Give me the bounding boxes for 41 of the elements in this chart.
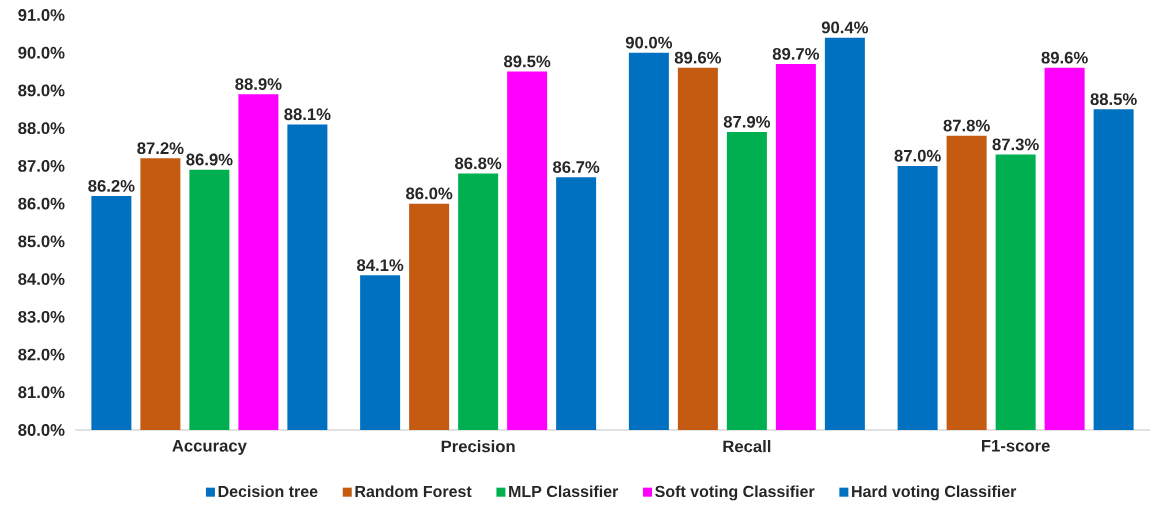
y-tick-label: 84.0% <box>18 273 65 285</box>
y-tick-label: 86.0% <box>18 197 65 210</box>
data-label: 90.4% <box>821 21 869 34</box>
legend-label: MLP Classifier <box>509 485 619 498</box>
legend-label: Random Forest <box>355 485 472 498</box>
y-tick-label: 90.0% <box>18 46 65 59</box>
data-label: 86.7% <box>553 161 600 173</box>
y-tick-label: 85.0% <box>18 235 65 248</box>
data-label: 89.6% <box>674 51 722 64</box>
data-label: 86.0% <box>406 187 453 200</box>
y-tick-label: 83.0% <box>18 310 65 323</box>
data-label: 89.6% <box>1041 51 1088 64</box>
data-label: 90.0% <box>625 36 673 49</box>
x-tick-label: Precision <box>441 440 515 453</box>
y-tick-label: 87.0% <box>18 160 65 172</box>
data-label: 87.9% <box>723 115 771 128</box>
y-tick-label: 80.0% <box>18 424 65 436</box>
legend-label: Decision tree <box>218 485 318 498</box>
data-label: 87.3% <box>992 138 1039 151</box>
data-label: 89.5% <box>504 55 551 68</box>
y-tick-label: 89.0% <box>18 84 65 97</box>
data-label: 84.1% <box>357 259 404 272</box>
x-tick-label: Recall <box>723 440 771 453</box>
data-label: 88.9% <box>235 78 282 90</box>
data-label: 89.7% <box>772 47 820 60</box>
x-tick-label: Accuracy <box>172 440 247 455</box>
data-label: 87.2% <box>137 142 184 155</box>
data-label: 86.9% <box>186 153 233 166</box>
y-tick-label: 88.0% <box>18 122 65 135</box>
y-tick-label: 81.0% <box>18 386 65 399</box>
data-label: 87.0% <box>894 149 941 162</box>
legend-label: Soft voting Classifier <box>655 485 815 501</box>
data-label: 86.8% <box>455 157 502 170</box>
legend-label: Hard voting Classifier <box>852 485 1017 501</box>
data-label: 88.1% <box>284 108 331 121</box>
x-tick-label: F1-score <box>981 440 1050 452</box>
data-label: 86.2% <box>88 180 135 192</box>
data-label: 88.5% <box>1090 93 1137 106</box>
data-label: 87.8% <box>943 119 990 132</box>
y-tick-label: 82.0% <box>18 348 65 361</box>
y-tick-label: 91.0% <box>18 9 65 21</box>
